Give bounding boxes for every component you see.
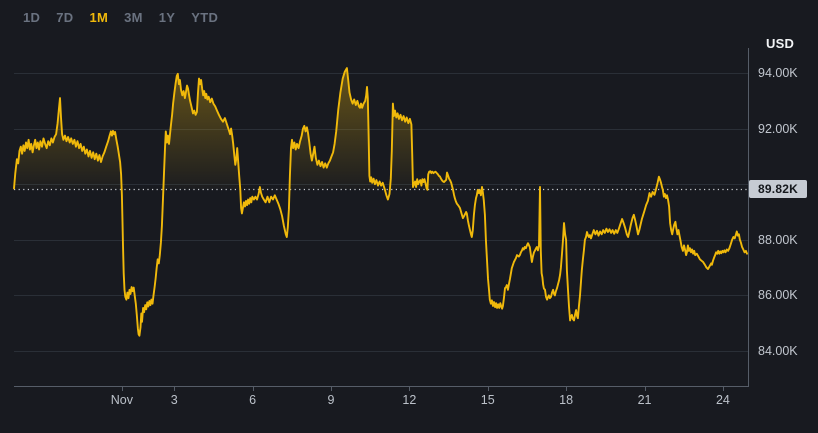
y-tick-label: 86.00K: [758, 288, 798, 303]
y-tick-label: 94.00K: [758, 66, 798, 81]
range-button-1m[interactable]: 1M: [89, 10, 109, 25]
baseline-price-value: 89.82K: [758, 182, 798, 197]
baseline-price-badge: 89.82K: [749, 180, 807, 199]
range-button-1y[interactable]: 1Y: [158, 10, 176, 25]
x-tick-label: 6: [249, 393, 257, 407]
price-axis[interactable]: 94.00K 92.00K 88.00K 86.00K 84.00K: [752, 48, 818, 386]
x-tick-label: 9: [327, 393, 335, 407]
y-tick-label: 84.00K: [758, 343, 798, 358]
price-line: [13, 67, 748, 337]
y-tick-label: 92.00K: [758, 121, 798, 136]
x-tick-label: 3: [170, 393, 178, 407]
range-button-3m[interactable]: 3M: [124, 10, 143, 25]
x-tick-label: 21: [637, 393, 652, 407]
x-tick-label: Nov: [110, 393, 134, 407]
x-tick-label: 12: [402, 393, 417, 407]
x-tick-label: 15: [480, 393, 495, 407]
time-axis[interactable]: Nov 3 6 9 12 15 18 21 24: [0, 388, 752, 410]
currency-label: USD: [766, 36, 795, 51]
y-tick-label: 88.00K: [758, 232, 798, 247]
x-tick-label: 24: [715, 393, 730, 407]
range-button-1d[interactable]: 1D: [23, 10, 41, 25]
range-button-7d[interactable]: 7D: [56, 10, 74, 25]
area-fill: [14, 68, 663, 190]
x-tick-label: 18: [559, 393, 574, 407]
range-button-ytd[interactable]: YTD: [191, 10, 219, 25]
time-range-selector: 1D 7D 1M 3M 1Y YTD: [23, 10, 218, 26]
